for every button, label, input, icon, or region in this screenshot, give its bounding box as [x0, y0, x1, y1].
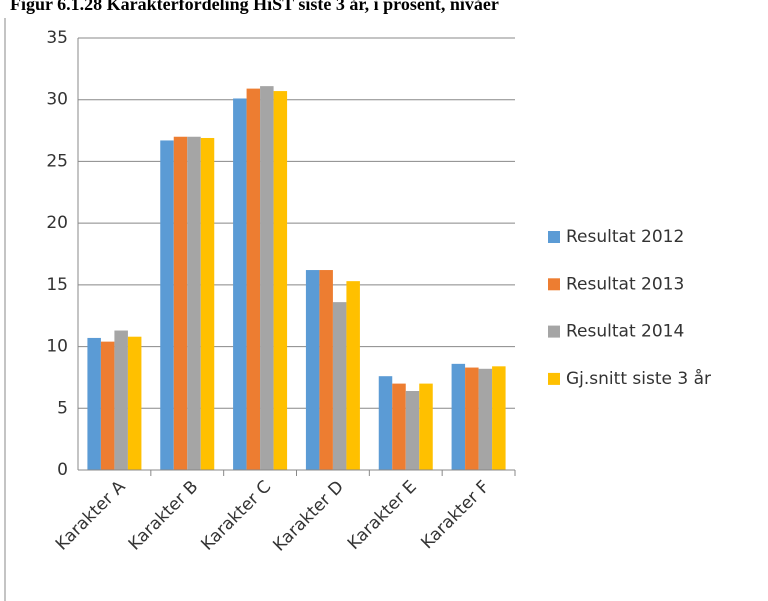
y-tick-label: 35	[46, 28, 68, 48]
bar	[233, 98, 247, 470]
legend-label: Resultat 2012	[566, 227, 684, 247]
legend-label: Resultat 2013	[566, 274, 684, 294]
bar	[260, 86, 274, 470]
bar	[332, 302, 347, 470]
bar	[465, 367, 479, 470]
bar	[160, 140, 174, 470]
legend-label: Gj.snitt siste 3 år	[566, 368, 711, 389]
bar	[419, 383, 433, 470]
bar	[392, 383, 406, 470]
legend-swatch	[548, 278, 560, 291]
bar	[87, 337, 101, 470]
bar	[273, 91, 288, 471]
bar	[127, 336, 142, 470]
chart-title: Figur 6.1.28 Karakterfordeling HiST sist…	[10, 0, 499, 14]
bar	[319, 270, 333, 470]
bar	[346, 281, 360, 470]
bar	[378, 376, 393, 470]
y-tick-label: 25	[46, 151, 68, 171]
bar	[478, 368, 493, 470]
bar	[305, 270, 320, 470]
legend-swatch	[548, 231, 560, 243]
legend-label: Resultat 2014	[566, 322, 684, 342]
bar	[200, 137, 215, 470]
y-tick-label: 20	[46, 213, 68, 233]
bar	[492, 366, 506, 470]
y-tick-label: 0	[57, 460, 68, 480]
y-tick-label: 5	[57, 398, 68, 418]
bar	[405, 391, 420, 470]
bar	[114, 330, 128, 470]
bar	[246, 88, 261, 470]
bar	[173, 136, 188, 470]
bar	[451, 363, 466, 470]
legend-swatch	[548, 372, 560, 385]
bar	[187, 136, 201, 470]
y-tick-label: 15	[46, 275, 68, 295]
y-tick-label: 10	[46, 337, 68, 357]
bar	[100, 341, 115, 470]
legend-swatch	[548, 325, 560, 338]
y-tick-label: 30	[46, 90, 68, 110]
